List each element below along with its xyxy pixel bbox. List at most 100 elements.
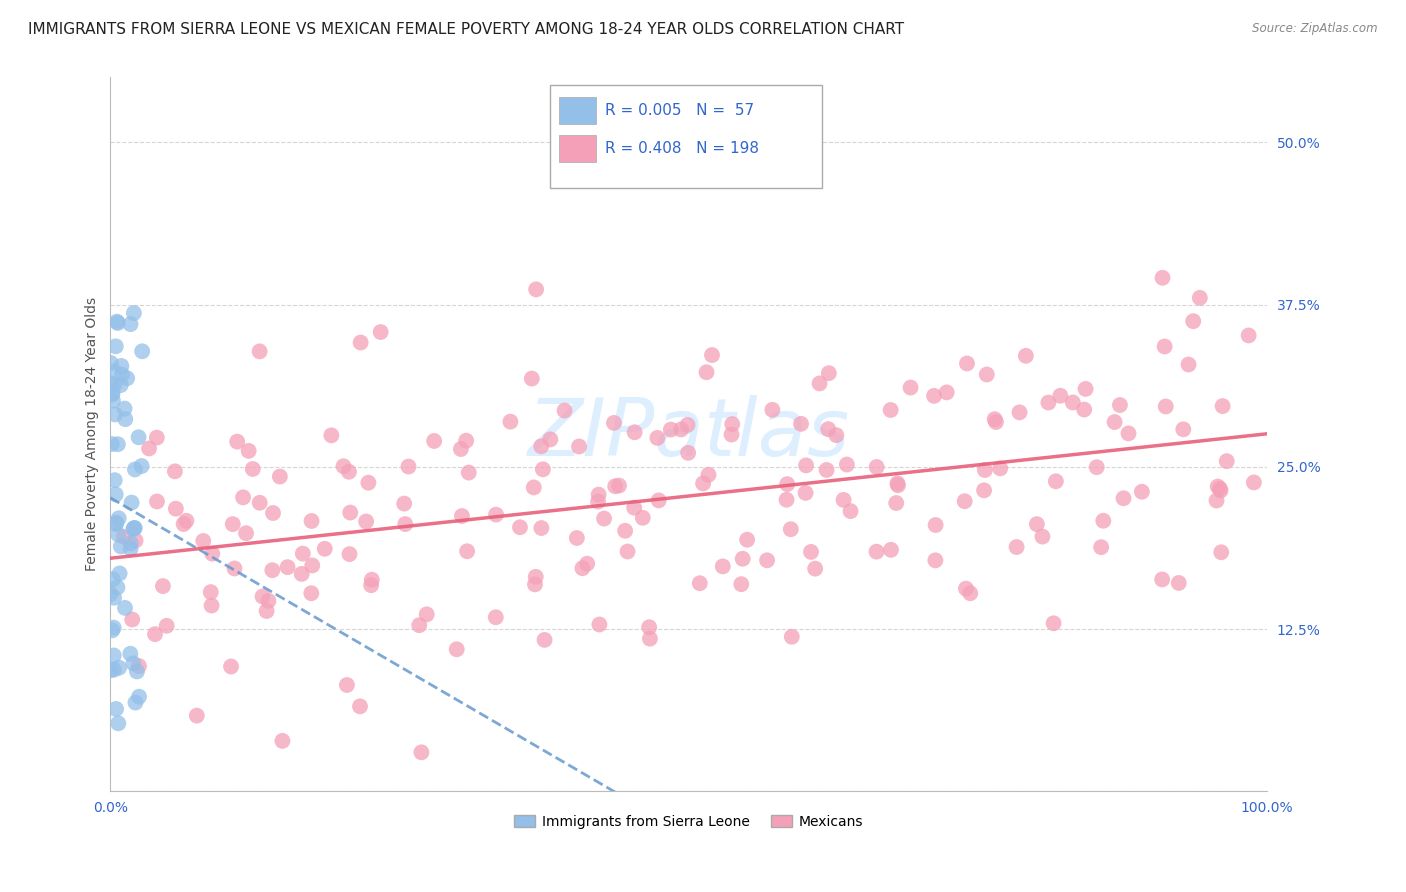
Point: [103, 365, 125, 379]
Point: [176, 514, 198, 528]
Point: [1104, 415, 1126, 429]
Point: [124, 521, 146, 535]
Point: [731, 551, 754, 566]
Point: [884, 496, 907, 510]
FancyBboxPatch shape: [550, 85, 821, 188]
Point: [565, 531, 588, 545]
Point: [554, 403, 576, 417]
Point: [232, 491, 254, 505]
Point: [110, 540, 132, 554]
Point: [623, 500, 645, 515]
Point: [538, 433, 561, 447]
Point: [165, 501, 187, 516]
Point: [101, 387, 124, 401]
Point: [586, 494, 609, 508]
Point: [146, 431, 169, 445]
Point: [1152, 573, 1174, 587]
Point: [360, 578, 382, 592]
Text: ZIPatlas: ZIPatlas: [527, 395, 849, 474]
Point: [984, 415, 1007, 429]
Point: [291, 566, 314, 581]
Point: [451, 508, 474, 523]
Point: [1209, 482, 1232, 496]
Point: [173, 516, 195, 531]
Point: [1237, 328, 1260, 343]
Point: [104, 487, 127, 501]
Point: [108, 566, 131, 581]
Point: [669, 422, 692, 436]
Point: [524, 570, 547, 584]
Point: [647, 493, 669, 508]
Point: [973, 483, 995, 498]
Point: [761, 402, 783, 417]
FancyBboxPatch shape: [560, 96, 596, 124]
Point: [456, 544, 478, 558]
Point: [924, 518, 946, 533]
Point: [1182, 314, 1205, 328]
Point: [415, 607, 437, 622]
Point: [321, 428, 343, 442]
Point: [122, 657, 145, 671]
Point: [1038, 395, 1060, 409]
Point: [249, 344, 271, 359]
Point: [692, 476, 714, 491]
Point: [249, 496, 271, 510]
Point: [120, 536, 142, 550]
Point: [256, 604, 278, 618]
Point: [219, 659, 242, 673]
Point: [1243, 475, 1265, 490]
Point: [533, 632, 555, 647]
Point: [105, 315, 128, 329]
Point: [107, 511, 129, 525]
Point: [291, 547, 314, 561]
Point: [224, 561, 246, 575]
Point: [193, 533, 215, 548]
Point: [222, 517, 245, 532]
Point: [105, 517, 128, 532]
Point: [131, 344, 153, 359]
Point: [800, 545, 823, 559]
Point: [100, 663, 122, 677]
Point: [700, 348, 723, 362]
Point: [1031, 530, 1053, 544]
Point: [935, 385, 957, 400]
Point: [593, 511, 616, 525]
Point: [354, 515, 377, 529]
Point: [1005, 540, 1028, 554]
Point: [156, 619, 179, 633]
Point: [252, 590, 274, 604]
Point: [357, 475, 380, 490]
Text: IMMIGRANTS FROM SIERRA LEONE VS MEXICAN FEMALE POVERTY AMONG 18-24 YEAR OLDS COR: IMMIGRANTS FROM SIERRA LEONE VS MEXICAN …: [28, 22, 904, 37]
Point: [794, 458, 817, 473]
Point: [103, 621, 125, 635]
Point: [623, 425, 645, 440]
Point: [120, 317, 142, 331]
Point: [1015, 349, 1038, 363]
Point: [257, 594, 280, 608]
Text: Source: ZipAtlas.com: Source: ZipAtlas.com: [1253, 22, 1378, 36]
Point: [865, 544, 887, 558]
Point: [423, 434, 446, 448]
Text: R = 0.408   N = 198: R = 0.408 N = 198: [606, 141, 759, 156]
Point: [122, 522, 145, 536]
Point: [103, 591, 125, 605]
Point: [1118, 426, 1140, 441]
Point: [110, 359, 132, 373]
Point: [200, 585, 222, 599]
Point: [107, 437, 129, 451]
Point: [125, 665, 148, 679]
Point: [839, 504, 862, 518]
Point: [360, 573, 382, 587]
Point: [100, 356, 122, 370]
FancyBboxPatch shape: [560, 135, 596, 161]
Point: [271, 734, 294, 748]
Point: [408, 618, 430, 632]
Point: [631, 510, 654, 524]
Point: [107, 581, 129, 595]
Point: [122, 306, 145, 320]
Point: [1074, 382, 1097, 396]
Point: [238, 443, 260, 458]
Point: [524, 282, 547, 296]
Point: [100, 376, 122, 391]
Point: [955, 582, 977, 596]
